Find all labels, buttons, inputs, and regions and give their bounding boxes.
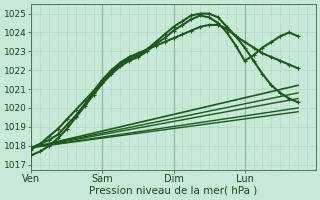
X-axis label: Pression niveau de la mer( hPa ): Pression niveau de la mer( hPa ): [90, 186, 258, 196]
